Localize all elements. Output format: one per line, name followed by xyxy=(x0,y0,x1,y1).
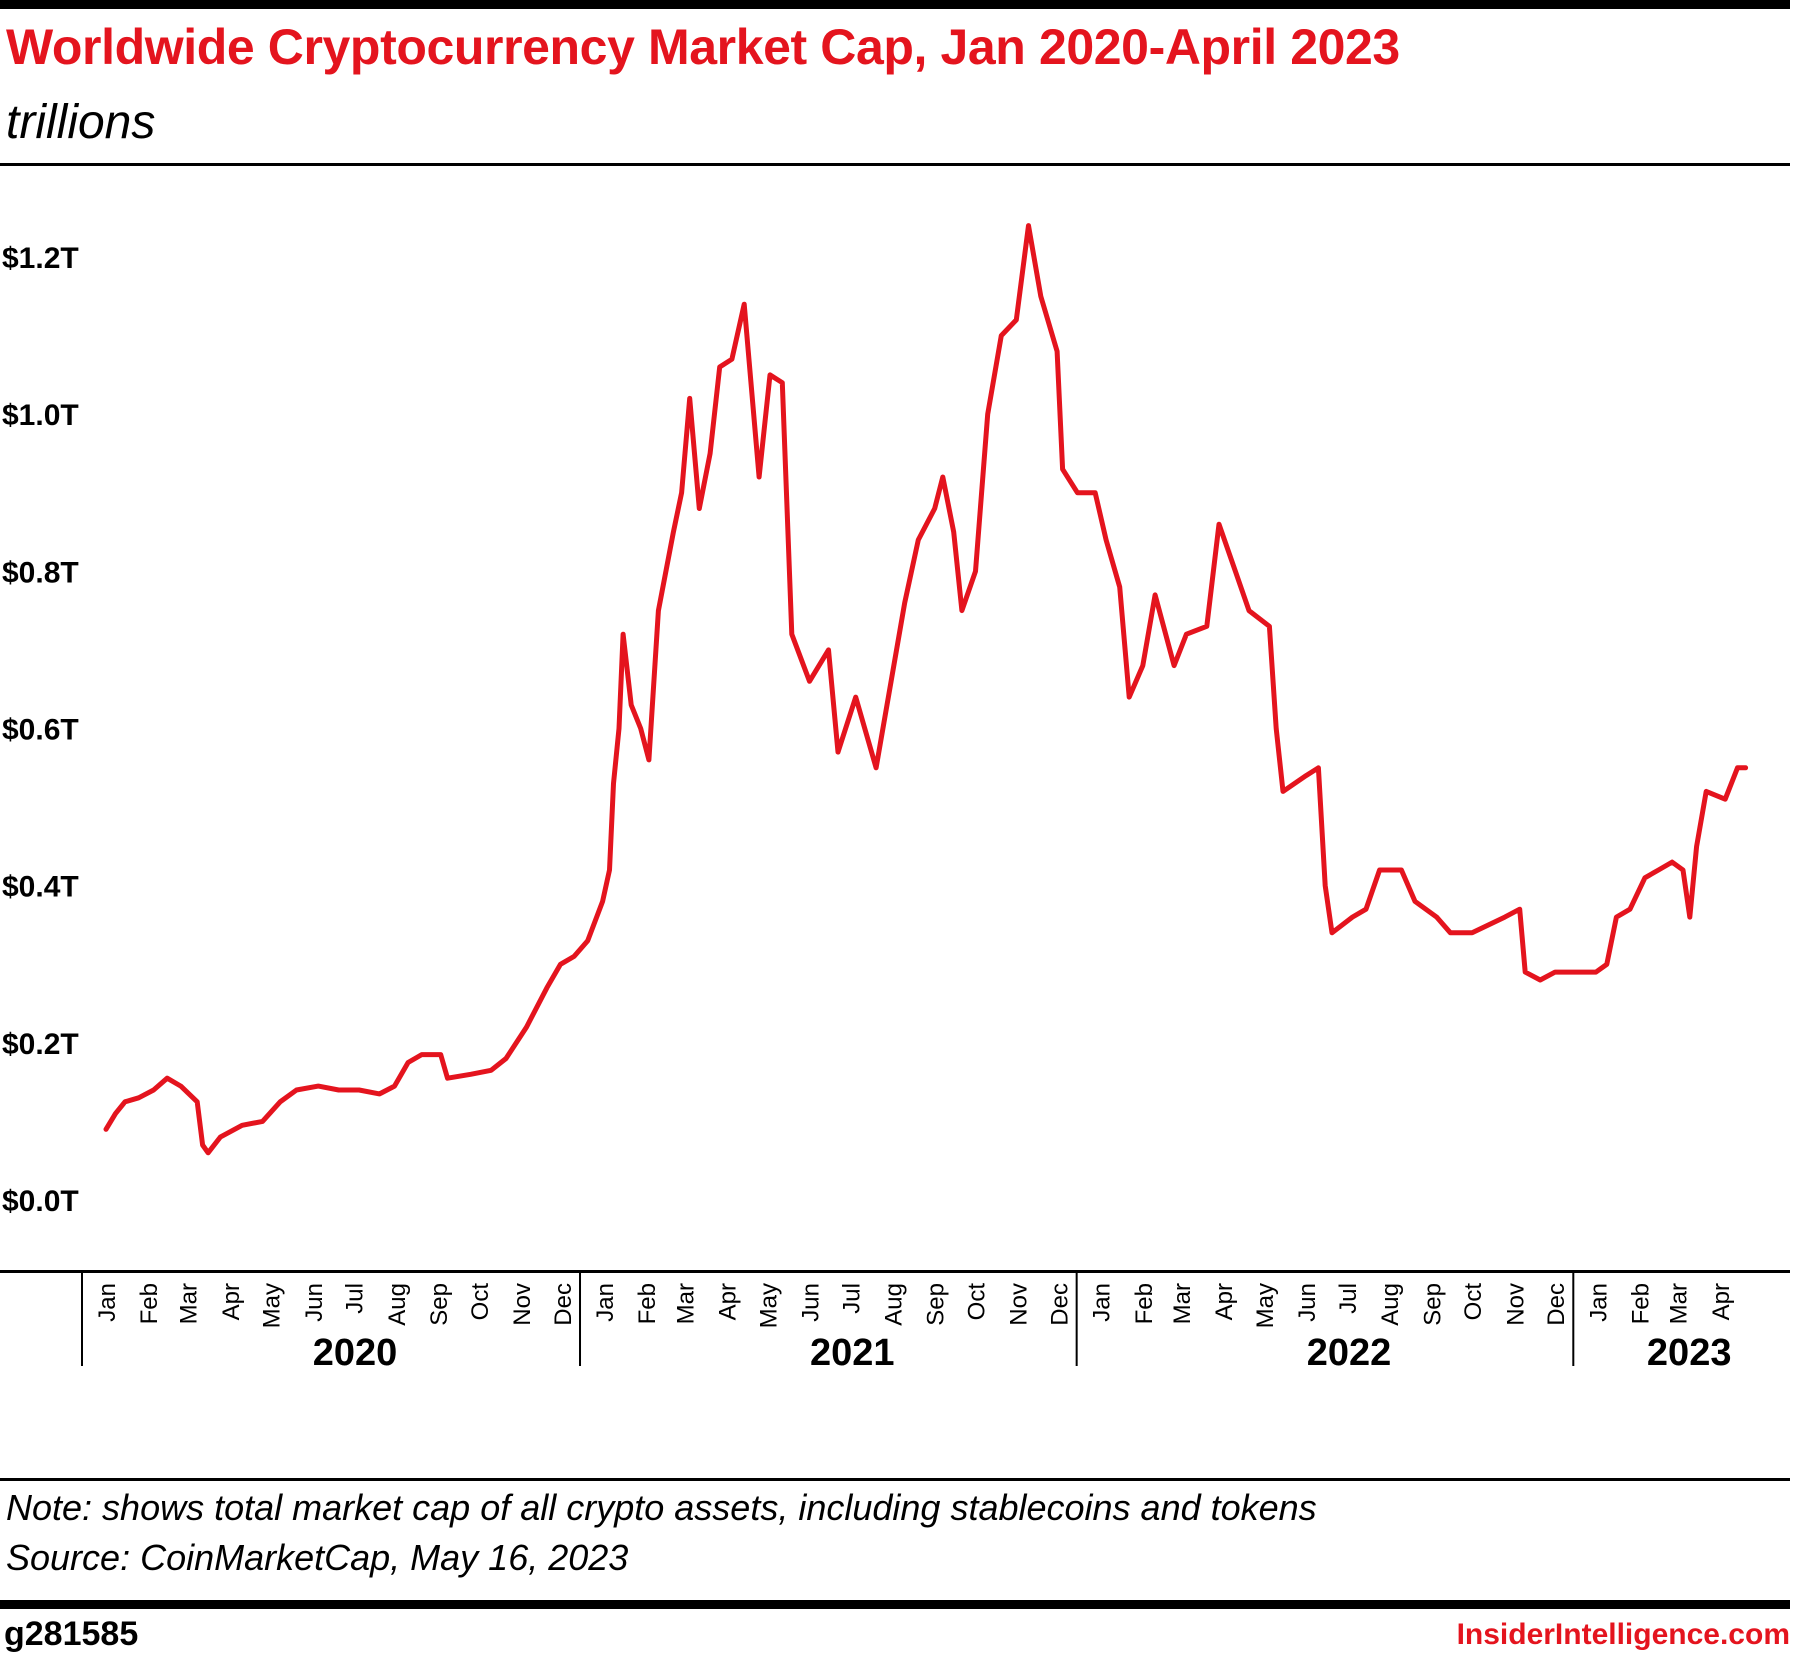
month-label: Jan xyxy=(1585,1283,1612,1322)
month-label: Feb xyxy=(634,1283,661,1324)
chart-id: g281585 xyxy=(4,1615,139,1653)
series-line xyxy=(103,223,1749,1156)
month-label: Dec xyxy=(550,1283,577,1326)
month-label: Dec xyxy=(1047,1283,1074,1326)
month-label: May xyxy=(259,1283,286,1328)
y-tick-label: $0.0T xyxy=(2,1185,79,1218)
y-tick-label: $0.2T xyxy=(2,1028,79,1061)
y-axis: $0.0T $0.2T $0.4T $0.6T $0.8T $1.0T $1.2T xyxy=(2,242,79,1218)
month-label: Sep xyxy=(1419,1283,1446,1326)
month-label: Apr xyxy=(1708,1283,1735,1320)
month-label: Sep xyxy=(426,1283,453,1326)
month-label: May xyxy=(1252,1283,1279,1328)
month-label: Feb xyxy=(1628,1283,1655,1324)
month-label: Nov xyxy=(509,1283,536,1326)
month-label: Sep xyxy=(923,1283,950,1326)
year-label: 2023 xyxy=(1647,1332,1732,1374)
chart-subtitle: trillions xyxy=(6,96,156,149)
month-label: Aug xyxy=(1377,1283,1404,1326)
month-label: Jan xyxy=(592,1283,619,1322)
y-tick-label: $0.6T xyxy=(2,714,79,747)
month-label: Oct xyxy=(1460,1283,1487,1321)
y-tick-label: $0.4T xyxy=(2,871,79,904)
y-tick-label: $0.8T xyxy=(2,556,79,589)
month-label: Jun xyxy=(798,1283,825,1322)
month-label: Mar xyxy=(1169,1283,1196,1324)
month-label: Jan xyxy=(1089,1283,1116,1322)
month-label: Jun xyxy=(1294,1283,1321,1322)
top-rule xyxy=(0,0,1790,9)
chart-title: Worldwide Cryptocurrency Market Cap, Jan… xyxy=(6,19,1400,75)
month-label: Feb xyxy=(1131,1283,1158,1324)
y-tick-label: $1.2T xyxy=(2,242,79,275)
year-label: 2021 xyxy=(810,1332,895,1374)
month-label: Oct xyxy=(467,1283,494,1321)
x-axis: Jan Feb Mar Apr May Jun Jul Aug Sep Oct Nov Dec 2020… xyxy=(0,1270,1790,1374)
month-label: Mar xyxy=(672,1283,699,1324)
month-label: Jan xyxy=(94,1283,121,1322)
month-label: Jul xyxy=(1335,1283,1362,1314)
month-label: Apr xyxy=(715,1283,742,1320)
month-label: Apr xyxy=(1211,1283,1238,1320)
month-label: Mar xyxy=(1666,1283,1693,1324)
year-label: 2022 xyxy=(1307,1332,1392,1374)
month-label: Mar xyxy=(176,1283,203,1324)
month-label: Apr xyxy=(218,1283,245,1320)
plot-area xyxy=(103,223,1749,1156)
header-rule xyxy=(0,163,1790,166)
year-label: 2020 xyxy=(313,1332,398,1374)
month-label: May xyxy=(755,1283,782,1328)
month-label: Aug xyxy=(384,1283,411,1326)
line-chart: $0.0T $0.2T $0.4T $0.6T $0.8T $1.0T $1.2T Jan F… xyxy=(0,223,1790,1374)
footer-rule xyxy=(0,1478,1790,1481)
month-label: Dec xyxy=(1543,1283,1570,1326)
y-tick-label: $1.0T xyxy=(2,399,79,432)
month-label: Oct xyxy=(964,1283,991,1321)
brand-link[interactable]: InsiderIntelligence.com xyxy=(1456,1618,1790,1651)
month-label: Jun xyxy=(301,1283,328,1322)
month-label: Feb xyxy=(136,1283,163,1324)
chart-note: Note: shows total market cap of all cryp… xyxy=(6,1487,1317,1528)
month-label: Jul xyxy=(838,1283,865,1314)
chart-source: Source: CoinMarketCap, May 16, 2023 xyxy=(6,1537,629,1578)
x-axis-line xyxy=(0,1270,1790,1273)
bottom-rule xyxy=(0,1600,1790,1609)
month-label: Aug xyxy=(881,1283,908,1326)
month-label: Nov xyxy=(1006,1283,1033,1326)
month-label: Nov xyxy=(1502,1283,1529,1326)
month-label: Jul xyxy=(342,1283,369,1314)
